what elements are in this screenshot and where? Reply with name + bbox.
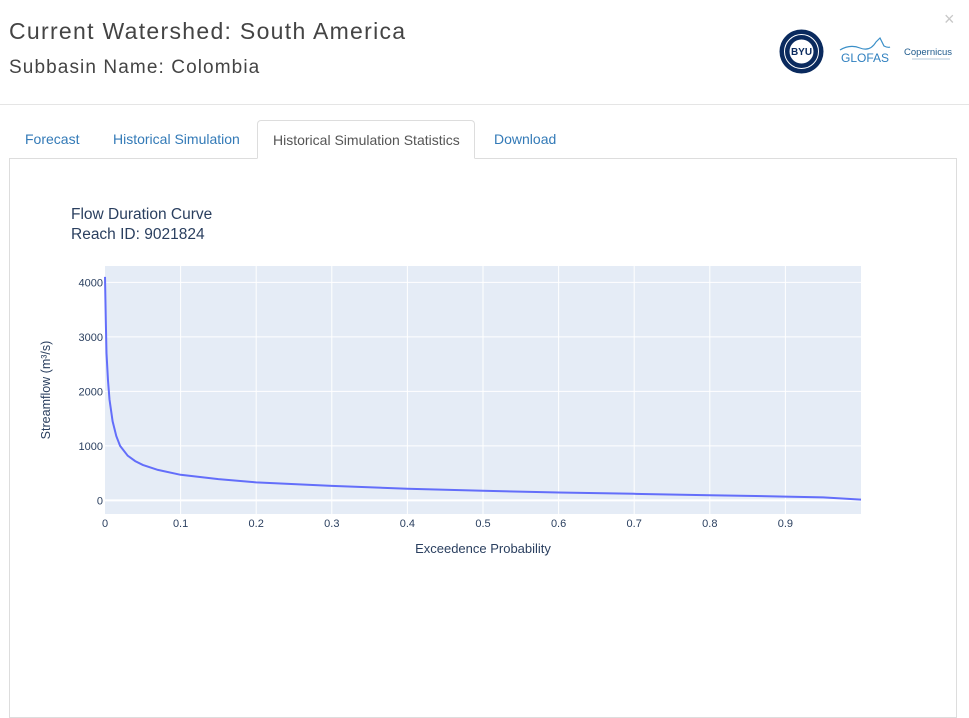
tab-forecast[interactable]: Forecast xyxy=(25,131,80,147)
subbasin-name: Subbasin Name: Colombia xyxy=(9,57,261,78)
glofas-logo: GLOFAS xyxy=(839,36,891,65)
y-gridlines xyxy=(105,281,861,502)
chart-title-block: Flow Duration Curve Reach ID: 9021824 xyxy=(71,205,212,245)
x-tick-label: 0.3 xyxy=(324,518,339,530)
flow-duration-series-line xyxy=(104,276,862,501)
glofas-logo-text: GLOFAS xyxy=(841,51,889,65)
tab-historical-simulation[interactable]: Historical Simulation xyxy=(113,131,240,147)
y-tick-label: 4000 xyxy=(79,277,103,289)
x-tick-labels: 0 0.1 0.2 0.3 0.4 0.5 0.6 0.7 0.8 0.9 xyxy=(102,518,793,530)
tab-historical-simulation-statistics[interactable]: Historical Simulation Statistics xyxy=(257,120,475,159)
y-tick-label: 3000 xyxy=(79,332,103,344)
y-tick-label: 0 xyxy=(97,495,103,507)
x-tick-label: 0.1 xyxy=(173,518,188,530)
close-icon[interactable]: × xyxy=(944,9,955,29)
copernicus-logo-text: Copernicus xyxy=(904,47,952,58)
chart-title: Flow Duration Curve xyxy=(71,206,213,223)
tab-download[interactable]: Download xyxy=(494,131,557,147)
x-tick-label: 0.6 xyxy=(551,518,566,530)
x-tick-label: 0.2 xyxy=(249,518,264,530)
x-gridlines xyxy=(180,266,786,514)
x-tick-label: 0 xyxy=(102,518,108,530)
x-tick-label: 0.9 xyxy=(778,518,793,530)
byu-logo-text: BYU xyxy=(791,47,812,58)
byu-logo: BYU xyxy=(779,29,824,74)
x-tick-label: 0.5 xyxy=(475,518,490,530)
x-tick-label: 0.7 xyxy=(627,518,642,530)
y-tick-label: 2000 xyxy=(79,386,103,398)
y-tick-label: 1000 xyxy=(79,441,103,453)
modal-header: Current Watershed: South America Subbasi… xyxy=(0,0,969,105)
x-tick-label: 0.4 xyxy=(400,518,415,530)
y-tick-labels: 0 1000 2000 3000 4000 xyxy=(79,277,103,507)
chart-subtitle: Reach ID: 9021824 xyxy=(71,226,205,243)
copernicus-logo: Copernicus xyxy=(904,47,952,60)
x-axis-label: Exceedence Probability xyxy=(415,541,551,556)
y-axis-label: Streamflow (m³/s) xyxy=(39,341,53,440)
watershed-title: Current Watershed: South America xyxy=(9,18,407,44)
x-tick-label: 0.8 xyxy=(702,518,717,530)
tab-bar: Forecast Historical Simulation Historica… xyxy=(9,120,957,159)
